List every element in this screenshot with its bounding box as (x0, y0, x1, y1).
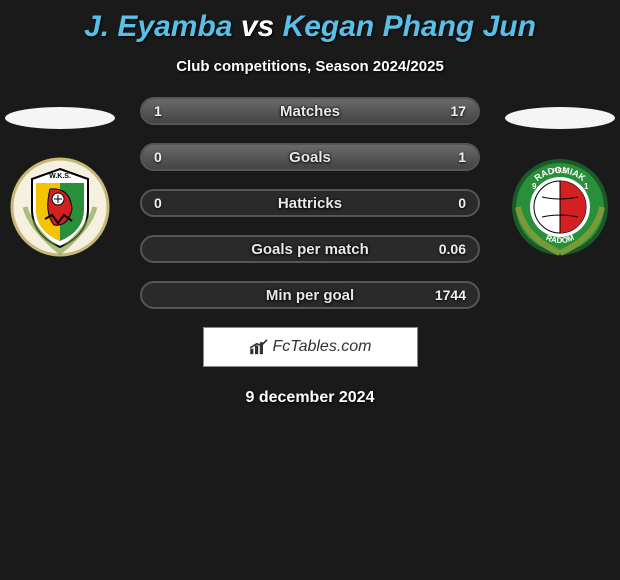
stat-value-left: 1 (154, 103, 162, 119)
svg-text:1: 1 (584, 182, 589, 191)
subtitle: Club competitions, Season 2024/2025 (0, 58, 620, 75)
player2-shadow (505, 107, 615, 129)
player2-name: Kegan Phang Jun (283, 10, 536, 43)
vs-text: vs (241, 10, 274, 43)
player1-shadow (5, 107, 115, 129)
comparison-title: J. Eyamba vs Kegan Phang Jun (0, 0, 620, 44)
svg-text:RKS: RKS (553, 168, 568, 175)
stat-value-left: 0 (154, 149, 162, 165)
stat-bars: Matches 1 17 Goals 0 1 Hattricks 0 0 Goals per ma… (140, 97, 480, 309)
chart-icon (249, 339, 269, 355)
stat-label: Hattricks (278, 195, 342, 212)
date-text: 9 december 2024 (0, 389, 620, 407)
stat-bar: Min per goal 1744 (140, 281, 480, 309)
brand-text: FcTables.com (273, 338, 372, 356)
stat-value-left: 0 (154, 195, 162, 211)
stat-value-right: 1744 (435, 287, 466, 303)
stat-bar: Hattricks 0 0 (140, 189, 480, 217)
stat-value-right: 1 (458, 149, 466, 165)
stat-value-right: 17 (450, 103, 466, 119)
stat-bar: Matches 1 17 (140, 97, 480, 125)
player1-name: J. Eyamba (84, 10, 232, 43)
svg-text:W.K.S.: W.K.S. (49, 173, 71, 180)
stat-label: Matches (280, 103, 340, 120)
brand-box: FcTables.com (203, 327, 418, 367)
stat-label: Goals (289, 149, 331, 166)
stat-bar: Goals per match 0.06 (140, 235, 480, 263)
comparison-arena: W.K.S. RADOMIAK RADOM RKS 9 1 Ma (0, 97, 620, 407)
radomiak-crest-icon: RADOMIAK RADOM RKS 9 1 (510, 157, 610, 257)
slask-wroclaw-crest-icon: W.K.S. (10, 157, 110, 257)
stat-value-right: 0.06 (439, 241, 466, 257)
stat-label: Goals per match (251, 241, 369, 258)
stat-label: Min per goal (266, 287, 354, 304)
svg-text:9: 9 (532, 182, 537, 191)
stat-bar: Goals 0 1 (140, 143, 480, 171)
stat-value-right: 0 (458, 195, 466, 211)
